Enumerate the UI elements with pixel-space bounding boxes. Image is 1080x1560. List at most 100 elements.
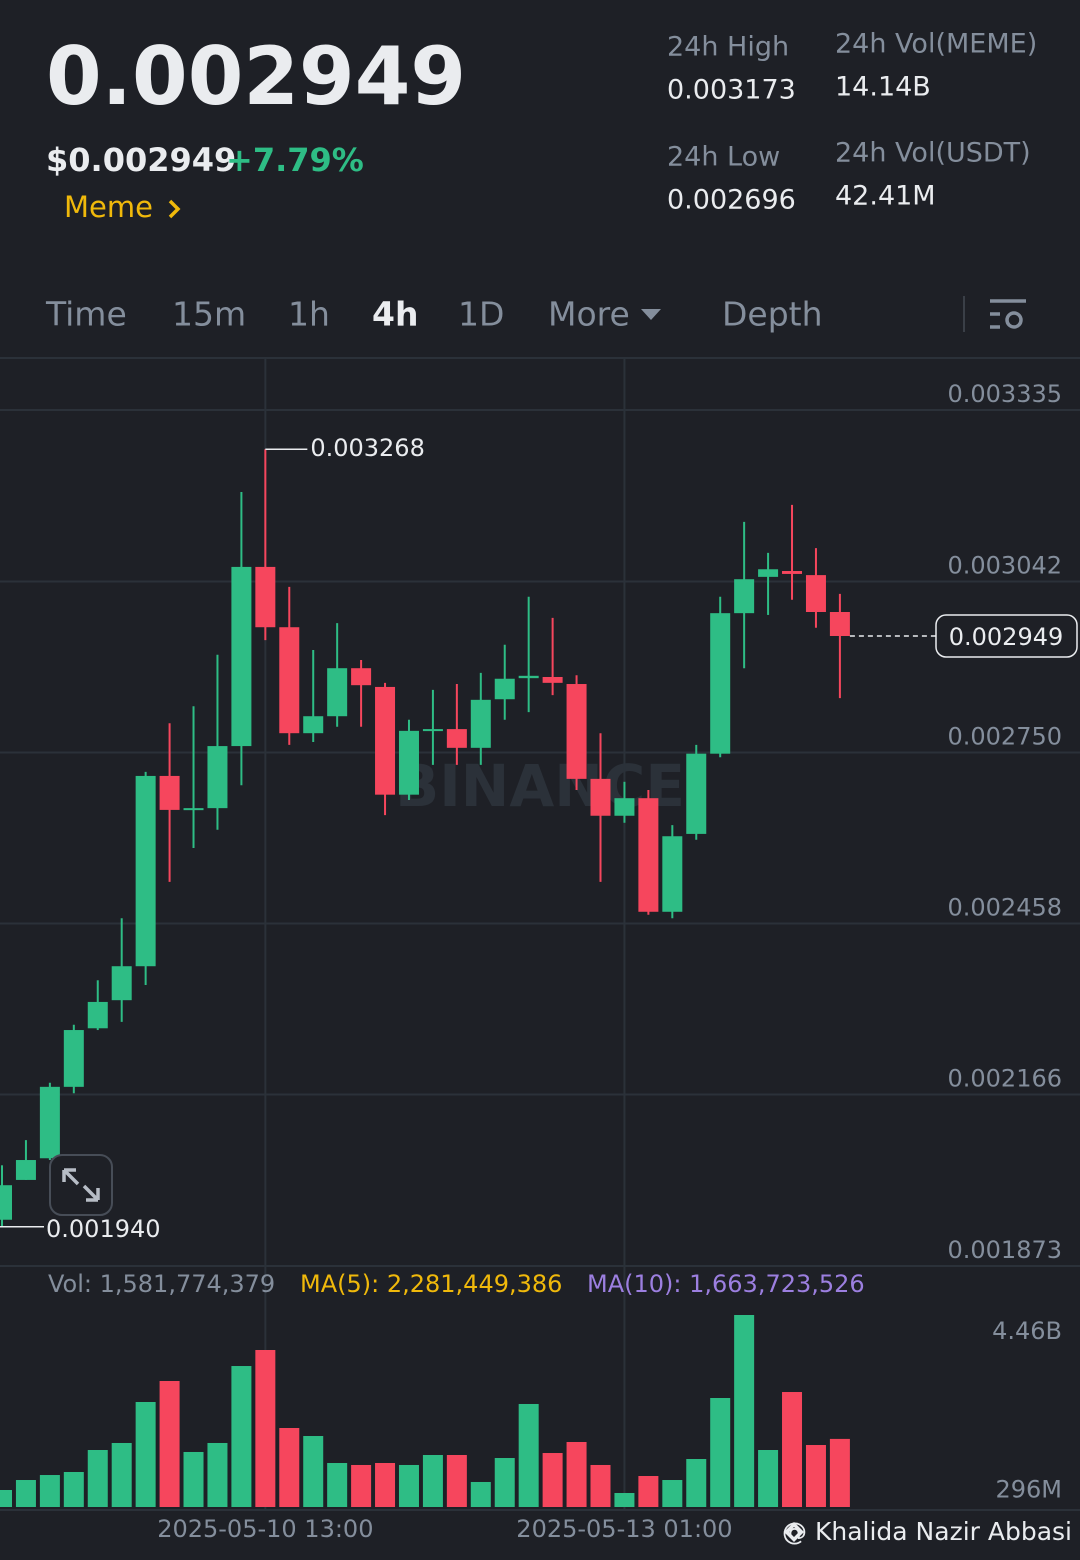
volume-bar <box>446 1454 467 1507</box>
tab[interactable]: 4h <box>372 295 418 334</box>
tab[interactable]: 1h <box>288 295 330 334</box>
y-tick-label: 0.002166 <box>947 1064 1062 1092</box>
candle-body <box>686 753 707 834</box>
candle-body <box>782 571 803 574</box>
candle-body <box>375 686 396 795</box>
dropdown-icon[interactable] <box>641 309 661 320</box>
candle-body <box>638 798 659 912</box>
candle-body <box>327 668 348 717</box>
candle-body <box>207 746 228 809</box>
volume-bar <box>159 1380 180 1507</box>
high-marker-label: 0.003268 <box>310 434 425 462</box>
candle-chart: 0.003335 0.003042 0.002750 0.002458 0.002166… <box>0 358 1080 1543</box>
stat-label: 24h Vol(MEME) <box>835 29 1037 60</box>
volume-bar <box>805 1445 826 1507</box>
last-price-box <box>935 614 1078 658</box>
tab[interactable]: Depth <box>722 295 823 334</box>
tab[interactable]: 15m <box>172 295 246 334</box>
volume-bar <box>422 1454 443 1507</box>
stat-label: 24h Low <box>667 142 780 173</box>
candle-body <box>566 684 587 779</box>
stat-value: 42.41M <box>835 181 936 212</box>
interval-tabs: Time 15m 1h 4h 1D More Depth <box>45 295 823 334</box>
volume-bar <box>255 1349 276 1507</box>
stat-label: 24h Vol(USDT) <box>835 138 1031 169</box>
volume-bar <box>279 1428 300 1507</box>
candle-body <box>0 1185 12 1220</box>
candle-body <box>231 566 252 747</box>
expand-button[interactable] <box>49 1154 113 1216</box>
volume-bar <box>782 1392 803 1507</box>
candle-body <box>829 611 850 637</box>
candle-body <box>614 798 635 816</box>
candle-body <box>446 729 467 748</box>
y-tick-label: 0.002458 <box>947 893 1062 921</box>
volume-bar <box>87 1450 108 1507</box>
candle-body <box>662 836 683 912</box>
volume-bar <box>303 1436 324 1507</box>
volume-bar <box>470 1481 491 1507</box>
volume-tick-label: 296M <box>995 1475 1062 1503</box>
expand-icon[interactable] <box>62 1168 100 1202</box>
volume-bar <box>111 1442 132 1507</box>
volume-bar <box>518 1403 539 1507</box>
candle-body <box>542 676 563 683</box>
volume-bar <box>398 1464 419 1507</box>
volume-bar <box>734 1315 755 1507</box>
volume-bar <box>758 1450 779 1507</box>
volume-bar <box>0 1489 12 1507</box>
last-price: 0.002949 <box>46 30 466 123</box>
chevron-icon[interactable] <box>168 199 181 219</box>
candle-body <box>135 775 156 967</box>
volume-bar <box>39 1475 60 1507</box>
price-change: +7.79% <box>226 141 364 179</box>
volume-bar <box>686 1459 707 1507</box>
x-tick-label: 2025-05-10 13:00 <box>157 1515 373 1543</box>
volume-bar <box>829 1438 850 1507</box>
volume-bar <box>590 1464 611 1507</box>
settings-icon[interactable] <box>990 299 1026 329</box>
volume-bar <box>351 1464 372 1507</box>
y-tick-label: 0.001873 <box>947 1236 1062 1264</box>
volume-bar <box>566 1441 587 1507</box>
candle-body <box>159 775 180 810</box>
y-tick-label: 0.002750 <box>947 723 1062 751</box>
volume-bar <box>15 1480 36 1507</box>
tab[interactable]: 1D <box>458 295 504 334</box>
volume-bar <box>638 1476 659 1507</box>
volume-bar <box>63 1472 84 1507</box>
candle-body <box>710 613 731 754</box>
tab[interactable]: Time <box>45 295 127 334</box>
volume-bar <box>375 1463 396 1507</box>
candle-body <box>734 579 755 614</box>
volume-bar <box>183 1451 204 1507</box>
candle-body <box>805 575 826 612</box>
candle-body <box>758 569 779 577</box>
watermark: BINANCE <box>395 752 685 820</box>
tag-link[interactable]: Meme <box>64 190 153 224</box>
volume-bar <box>710 1397 731 1507</box>
candle-body <box>398 730 419 795</box>
y-tick-label: 0.003042 <box>947 552 1062 580</box>
volume-bar <box>231 1366 252 1507</box>
credit: @ Khalida Nazir Abbasi <box>782 1517 1072 1546</box>
candle-body <box>111 966 132 1001</box>
stat-value: 14.14B <box>835 72 931 103</box>
candle-body <box>494 678 515 700</box>
volume-bar <box>614 1493 635 1507</box>
volume-bar <box>542 1453 563 1507</box>
stat-value: 0.003173 <box>667 75 796 106</box>
logo-icon <box>784 1522 804 1542</box>
candle-body <box>279 627 300 734</box>
candle-body <box>518 675 539 679</box>
volume-tick-label: 4.46B <box>992 1317 1062 1345</box>
candle-body <box>351 668 372 686</box>
x-tick-label: 2025-05-13 01:00 <box>516 1515 732 1543</box>
candle-body <box>422 729 443 732</box>
volume-legend: MA(5): 2,281,449,386 <box>300 1270 562 1298</box>
candle-body <box>87 1001 108 1029</box>
candle-body <box>303 716 324 734</box>
tab[interactable]: More <box>548 295 630 334</box>
y-tick-label: 0.003335 <box>947 380 1062 408</box>
